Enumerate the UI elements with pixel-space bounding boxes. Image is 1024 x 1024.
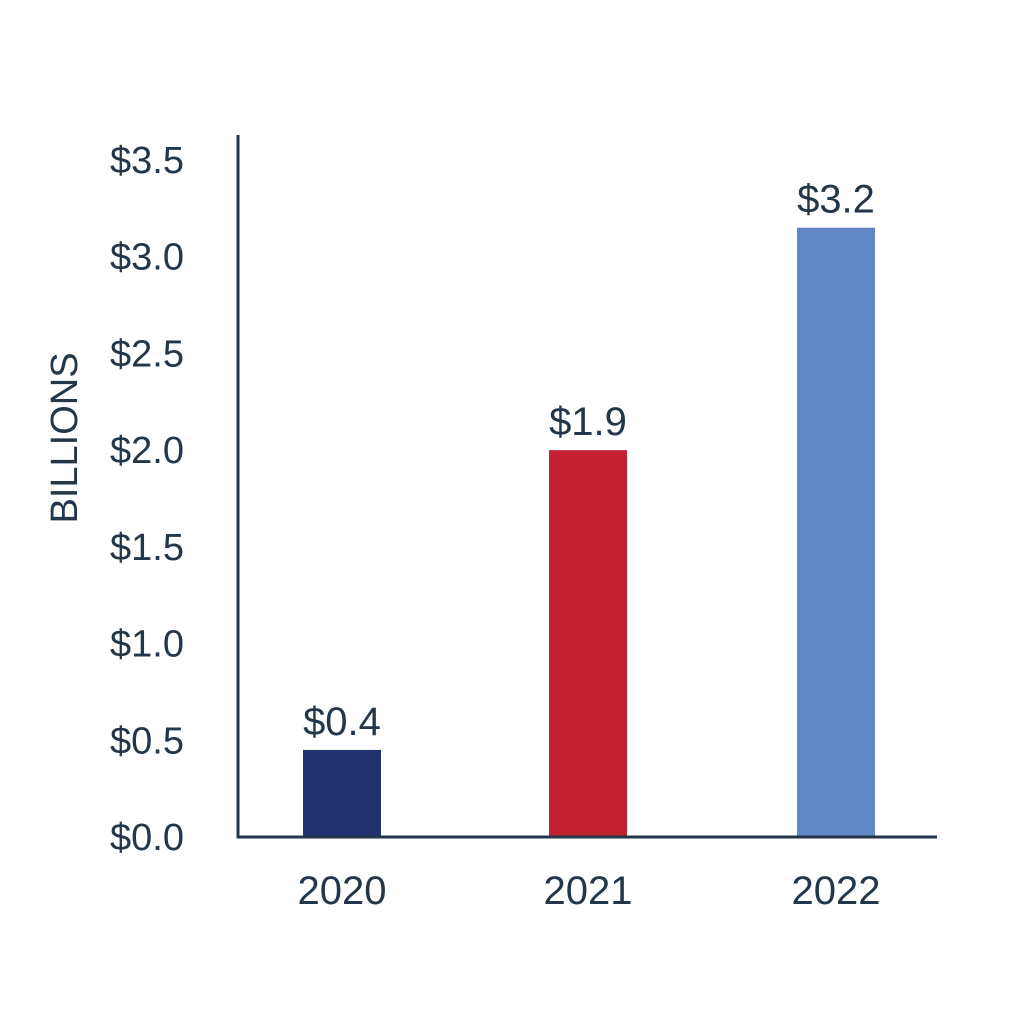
axis-lines (236, 135, 937, 839)
y-tick-label: $1.5 (110, 527, 184, 569)
data-label-2021: $1.9 (549, 400, 627, 444)
y-tick-label: $2.5 (110, 333, 184, 375)
data-label-2022: $3.2 (797, 178, 875, 222)
y-tick-label: $1.0 (110, 624, 184, 666)
y-tick-label: $0.0 (110, 817, 184, 859)
bar-2021 (549, 450, 627, 837)
data-label-2020: $0.4 (303, 700, 381, 744)
y-axis-title: BILLIONS (44, 352, 86, 523)
y-tick-label: $3.5 (110, 140, 184, 182)
y-tick-label: $2.0 (110, 430, 184, 472)
data-labels-group: $0.4 $1.9 $3.2 (303, 178, 875, 744)
bar-2020 (303, 749, 381, 837)
bars-group (303, 227, 875, 837)
y-tick-labels-group: $0.0 $0.5 $1.0 $1.5 $2.0 $2.5 $3.0 $3.5 (110, 140, 184, 859)
y-tick-label: $3.0 (110, 237, 184, 279)
x-tick-label-2021: 2021 (544, 869, 633, 913)
y-tick-label: $0.5 (110, 720, 184, 762)
x-tick-labels-group: 2020 2021 2022 (298, 869, 881, 913)
x-tick-label-2022: 2022 (792, 869, 881, 913)
bar-2022 (797, 227, 875, 837)
x-tick-label-2020: 2020 (298, 869, 387, 913)
